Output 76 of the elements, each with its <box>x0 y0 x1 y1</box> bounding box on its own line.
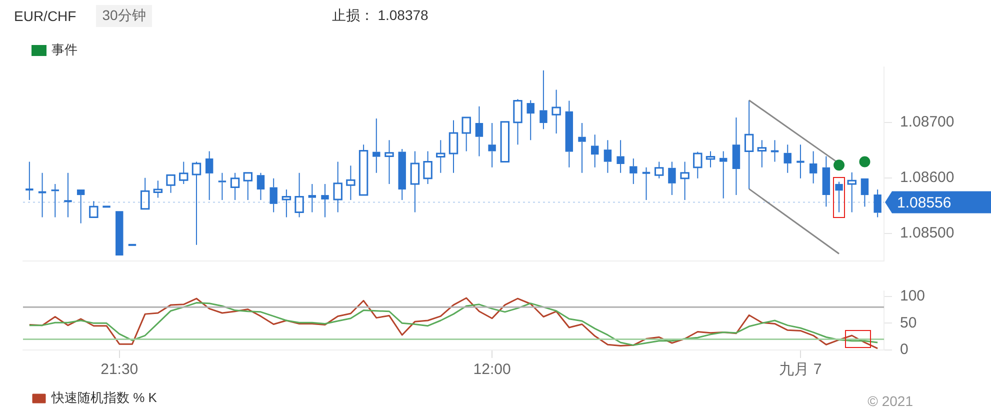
x-tick-label: 12:00 <box>473 361 511 378</box>
text: 止损： 1.08378 <box>332 7 428 25</box>
candlestick <box>565 100 574 168</box>
candlestick <box>205 150 214 201</box>
candlestick <box>24 161 34 201</box>
candlestick <box>153 180 163 198</box>
candlestick <box>410 150 420 213</box>
candlestick <box>256 172 265 201</box>
candlestick <box>784 144 792 174</box>
candlestick <box>270 178 278 213</box>
candlestick <box>720 150 728 199</box>
candlestick <box>140 177 150 210</box>
candlestick <box>874 188 882 218</box>
candlestick <box>604 140 612 174</box>
y-tick-label: 0 <box>900 341 908 358</box>
x-tick-label: 21:30 <box>100 361 138 378</box>
candlestick <box>346 165 356 201</box>
candlestick <box>218 172 226 201</box>
candlestick <box>243 172 252 201</box>
candlestick <box>641 166 652 201</box>
candlestick <box>822 156 830 208</box>
candlestick <box>668 161 676 196</box>
candlestick <box>706 150 716 168</box>
candlestick <box>540 70 548 130</box>
candlestick <box>398 148 406 201</box>
y-tick-label: 1.08600 <box>900 169 954 186</box>
candlestick <box>436 140 446 174</box>
candlestick <box>294 172 304 218</box>
candlestick <box>732 116 740 196</box>
candlestick <box>63 172 73 218</box>
candlestick <box>654 161 664 179</box>
candlestick <box>770 140 780 162</box>
candlestick <box>488 122 496 168</box>
candlestick <box>693 151 702 179</box>
candlestick <box>630 158 638 184</box>
candlestick <box>308 183 316 213</box>
y-tick-label: 100 <box>900 288 926 305</box>
candlestick <box>321 183 329 218</box>
candlestick <box>616 140 624 174</box>
candlestick <box>744 100 754 190</box>
y-tick-label: 1.08500 <box>900 224 954 242</box>
y-tick-label: 1.08700 <box>900 114 954 131</box>
candlestick <box>358 144 368 196</box>
candlestick <box>475 106 484 157</box>
x-tick-label: 九月 7 <box>779 361 822 378</box>
candlestick <box>513 98 522 146</box>
candlestick <box>282 188 292 218</box>
candlestick <box>372 118 380 174</box>
candlestick <box>757 140 767 168</box>
chart-subtitle: 30分钟 <box>96 5 152 27</box>
candlestick <box>462 116 471 152</box>
candlestick <box>423 150 432 184</box>
candlestick <box>89 200 98 218</box>
candlestick <box>179 161 188 184</box>
candlestick <box>76 189 85 224</box>
candlestick <box>384 140 394 184</box>
candlestick <box>578 122 586 174</box>
candlestick <box>796 144 806 179</box>
candlestick <box>230 172 240 201</box>
y-tick-label: 50 <box>900 314 917 332</box>
text: © 2021 <box>868 393 913 409</box>
chart-title: EUR/CHF <box>14 8 76 24</box>
candlestick <box>835 181 843 213</box>
candlestick <box>192 161 202 246</box>
candlestick <box>37 172 48 218</box>
candlestick <box>680 161 690 201</box>
candlestick <box>809 150 818 184</box>
legend-label: 快速随机指数 % K <box>50 390 158 406</box>
legend-label: 事件 <box>52 42 78 58</box>
candlestick <box>448 120 458 174</box>
candlestick <box>552 89 561 134</box>
candlestick <box>333 161 342 213</box>
candlestick <box>847 172 856 213</box>
ref-line-label: 1.08556 <box>897 194 952 212</box>
candlestick <box>526 100 534 141</box>
candlestick <box>591 134 599 168</box>
